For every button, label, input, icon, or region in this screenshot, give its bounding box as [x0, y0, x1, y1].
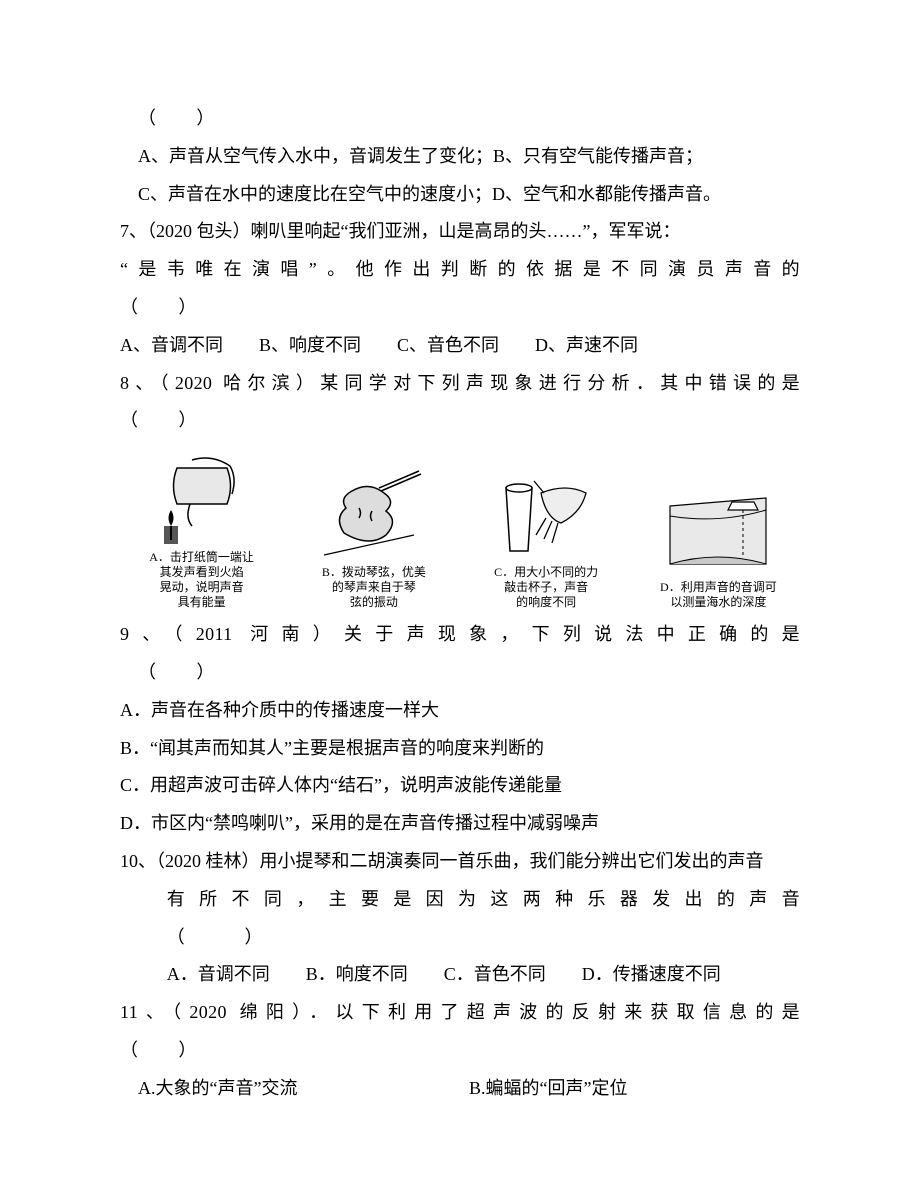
q8-caption-d: D．利用声音的音调可 以测量海水的深度: [660, 580, 777, 610]
q10-stem-line2: 有所不同，主要是因为这两种乐器发出的声音: [120, 881, 800, 919]
q6-opt-ab: A、声音从空气传入水中，音调发生了变化；B、只有空气能传播声音；: [120, 138, 800, 176]
q11-option-b: B.蝙蝠的“回声”定位: [469, 1070, 800, 1108]
q10-blank: （ ）: [120, 919, 264, 957]
q9-blank: （ ）: [120, 654, 216, 692]
q9-option-c: C．用超声波可击碎人体内“结石”，说明声波能传递能量: [120, 767, 800, 805]
q8-figure-a: A．击打纸筒一端让 其发声看到火焰 晃动，说明声音 具有能量: [120, 448, 283, 610]
q9-option-b: B．“闻其声而知其人”主要是根据声音的响度来判断的: [120, 730, 800, 768]
q8-figures: A．击打纸筒一端让 其发声看到火焰 晃动，说明声音 具有能量 B．拨动琴弦，优美…: [120, 448, 800, 610]
tap-cup-icon: [486, 463, 606, 563]
q10-stem-line1: 10、（2020 桂林）用小提琴和二胡演奏同一首乐曲，我们能分辨出它们发出的声音: [120, 843, 800, 881]
q8-caption-b: B．拨动琴弦，优美 的琴声来自于琴 弦的振动: [322, 565, 426, 610]
q9-stem: 9、（2011 河南）关于声现象，下列说法中正确的是: [120, 616, 800, 654]
q8-figure-c: C．用大小不同的力 敲击杯子，声音 的响度不同: [465, 463, 628, 610]
q8-caption-c: C．用大小不同的力 敲击杯子，声音 的响度不同: [494, 565, 598, 610]
q11-blank: （ ）: [120, 1032, 198, 1070]
q6-opt-cd: C、声音在水中的速度比在空气中的速度小；D、空气和水都能传播声音。: [120, 176, 800, 214]
q8-caption-a: A．击打纸筒一端让 其发声看到火焰 晃动，说明声音 具有能量: [149, 550, 254, 610]
q8-figure-b: B．拨动琴弦，优美 的琴声来自于琴 弦的振动: [292, 463, 455, 610]
q10-options: A．音调不同 B．响度不同 C．音色不同 D．传播速度不同: [120, 956, 800, 994]
q11-stem: 11、（2020 绵阳）．以下利用了超声波的反射来获取信息的是: [120, 994, 800, 1032]
exam-page: （ ） A、声音从空气传入水中，音调发生了变化；B、只有空气能传播声音； C、声…: [0, 0, 920, 1188]
q9-option-d: D．市区内“禁鸣喇叭”，采用的是在声音传播过程中减弱噪声: [120, 805, 800, 843]
q8-figure-d: D．利用声音的音调可 以测量海水的深度: [637, 478, 800, 610]
q11-options-row: A.大象的“声音”交流 B.蝙蝠的“回声”定位: [120, 1070, 800, 1108]
q7-stem-line2: “是韦唯在演唱”。他作出判断的依据是不同演员声音的: [120, 251, 800, 289]
q7-blank: （ ）: [120, 289, 198, 327]
q8-blank: （ ）: [120, 402, 198, 440]
q11-option-a: A.大象的“声音”交流: [120, 1070, 469, 1108]
q7-stem-line1: 7、（2020 包头）喇叭里响起“我们亚洲，山是高昂的头……”，军军说：: [120, 213, 800, 251]
violin-icon: [314, 463, 434, 563]
q7-options: A、音调不同 B、响度不同 C、音色不同 D、声速不同: [120, 327, 800, 365]
q6-blank: （ ）: [120, 100, 216, 138]
q8-stem: 8、（2020 哈尔滨）某同学对下列声现象进行分析．其中错误的是: [120, 365, 800, 403]
sonar-depth-icon: [658, 478, 778, 578]
paper-tube-flame-icon: [142, 448, 262, 548]
q9-option-a: A．声音在各种介质中的传播速度一样大: [120, 692, 800, 730]
